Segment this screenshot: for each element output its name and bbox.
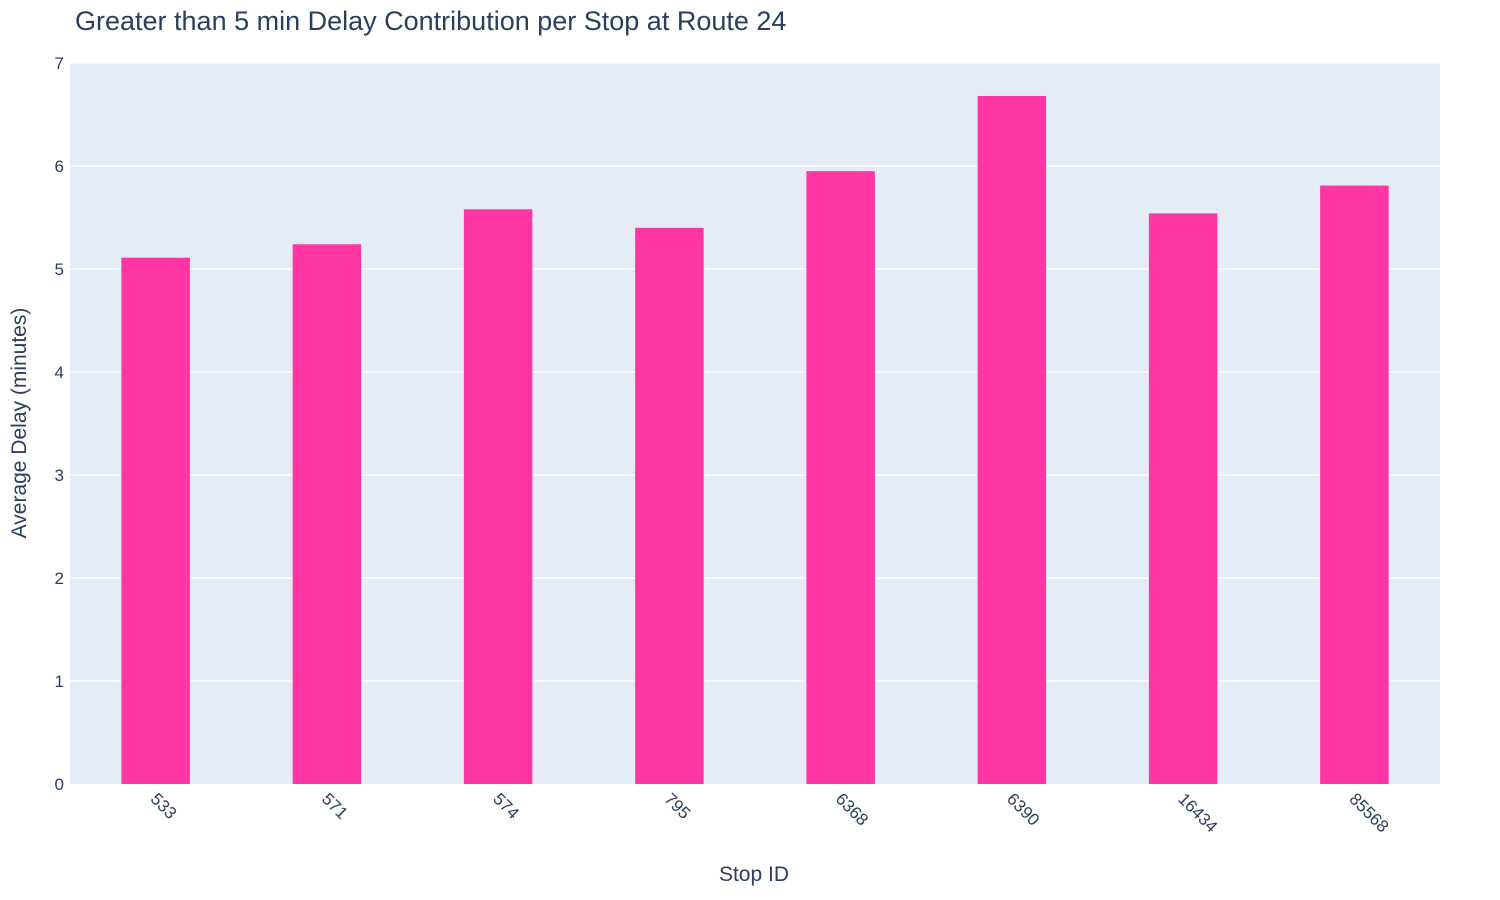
bar-574[interactable]: [463, 209, 533, 784]
chart-title: Greater than 5 min Delay Contribution pe…: [75, 6, 786, 36]
bar-16434[interactable]: [1148, 213, 1218, 784]
bar-795[interactable]: [635, 227, 704, 785]
bars: [121, 95, 1389, 785]
y-tick-label: 5: [55, 260, 64, 279]
x-tick-label: 16434: [1174, 789, 1221, 836]
x-tick-label: 6368: [832, 789, 872, 829]
y-axis-ticks: 0 1 2 3 4 5 6 7: [55, 54, 64, 794]
bar-85568[interactable]: [1320, 185, 1389, 784]
y-tick-label: 3: [55, 466, 64, 485]
bar-6368[interactable]: [806, 171, 875, 784]
bar-6390[interactable]: [977, 95, 1047, 784]
x-tick-label: 571: [318, 789, 351, 822]
x-tick-label: 6390: [1003, 789, 1043, 829]
y-tick-label: 7: [55, 54, 64, 73]
x-tick-label: 795: [661, 789, 694, 822]
y-axis-title: Average Delay (minutes): [8, 308, 31, 539]
bar-533[interactable]: [121, 257, 190, 784]
y-tick-label: 1: [55, 672, 64, 691]
x-tick-label: 574: [489, 789, 522, 822]
y-tick-label: 0: [55, 775, 64, 794]
y-tick-label: 2: [55, 569, 64, 588]
y-tick-label: 6: [55, 157, 64, 176]
x-axis-title: Stop ID: [719, 863, 789, 886]
plot-background: [70, 63, 1440, 784]
x-tick-label: 533: [147, 789, 180, 822]
y-tick-label: 4: [55, 363, 64, 382]
bar-571[interactable]: [292, 244, 362, 784]
x-axis-ticks: 533 571 574 795 6368 6390 16434 85568: [147, 789, 1393, 836]
x-tick-label: 85568: [1346, 789, 1393, 836]
